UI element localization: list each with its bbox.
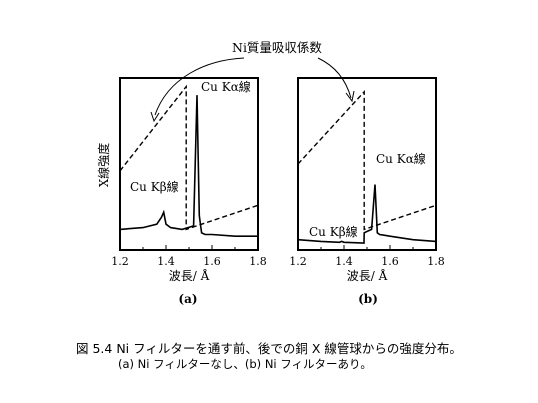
figure-caption: 図 5.4 Ni フィルターを通す前、後での銅 X 線管球からの強度分布。 — [76, 341, 462, 356]
x-tick-label: 1.2 — [111, 255, 129, 268]
x-tick-label: 1.8 — [427, 255, 445, 268]
annotation-ka-b: Cu Kα線 — [376, 151, 426, 166]
x-tick-label: 1.4 — [335, 255, 353, 268]
plot-frame-a — [119, 77, 259, 251]
arrow-head-b — [345, 90, 355, 103]
x-tick-label: 1.4 — [157, 255, 175, 268]
annotation-kb-a: Cu Kβ線 — [130, 179, 179, 194]
arrow-to-panel-a — [154, 57, 245, 116]
panel-a: 1.2 1.4 1.6 1.8 Cu Kα線 Cu Kβ線 X線強度 波長/ Å (a… — [96, 77, 267, 306]
arrow-head-a — [150, 111, 160, 123]
x-tick-label: 1.2 — [289, 255, 307, 268]
intensity-line-b — [297, 184, 437, 244]
absorption-line-b — [297, 90, 437, 231]
y-axis-label: X線強度 — [96, 143, 111, 188]
x-ticks-b: 1.2 1.4 1.6 1.8 — [289, 245, 445, 268]
annotation-ka-a: Cu Kα線 — [201, 79, 251, 94]
arrow-to-panel-b — [317, 57, 352, 99]
intensity-line-a — [119, 95, 258, 237]
x-tick-label: 1.8 — [249, 255, 267, 268]
x-tick-label: 1.6 — [203, 255, 221, 268]
absorption-line-a — [119, 84, 259, 231]
x-ticks-a: 1.2 1.4 1.6 1.8 — [111, 245, 267, 268]
figure-subcaption: (a) Ni フィルターなし、(b) Ni フィルターあり。 — [118, 357, 372, 371]
annotation-kb-b: Cu Kβ線 — [309, 224, 358, 239]
panel-label-a: (a) — [178, 292, 197, 306]
x-axis-label-b: 波長/ Å — [347, 268, 388, 283]
x-axis-label-a: 波長/ Å — [169, 268, 210, 283]
x-tick-label: 1.6 — [381, 255, 399, 268]
annotation-ni-absorption: Ni質量吸収係数 — [232, 40, 322, 55]
panel-b: 1.2 1.4 1.6 1.8 Cu Kα線 Cu Kβ線 波長/ Å (b) — [289, 77, 445, 306]
panel-label-b: (b) — [358, 292, 378, 306]
